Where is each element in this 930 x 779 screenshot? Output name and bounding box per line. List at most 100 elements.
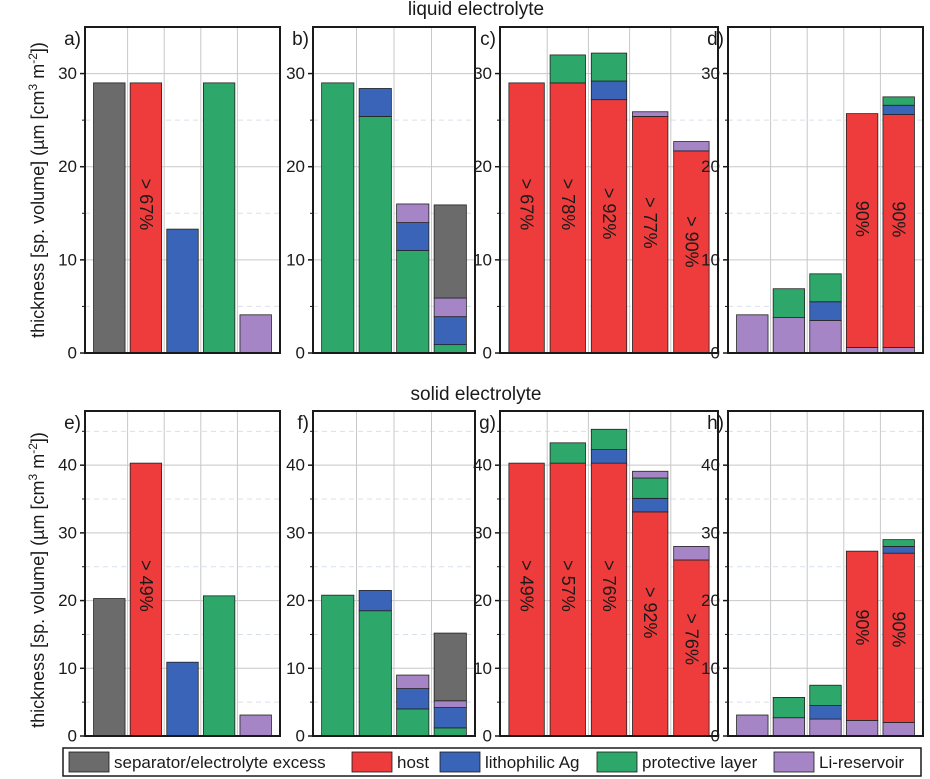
bar: > 77% [632,111,669,354]
bar-segment-host [508,82,545,354]
bar-segment-protective [632,477,669,499]
bar [321,594,355,737]
bar-segment-reservoir [239,314,272,354]
bar-segment-lithophilic [590,80,628,101]
y-tick-label: 20 [701,591,720,610]
y-tick-label: 10 [473,250,492,269]
bar-segment-reservoir [632,470,669,479]
bar [809,684,842,737]
bar-share-label: > 76% [599,560,619,612]
bar [239,314,272,354]
y-tick-label: 30 [701,523,720,542]
bar-segment-separator [433,632,467,702]
bar [239,714,272,737]
bar [736,314,769,354]
bar-segment-protective [202,82,236,354]
y-tick-label: 20 [58,157,77,176]
bar-segment-reservoir [809,319,842,354]
panel-letter: b) [292,29,309,50]
y-tick-label: 0 [483,727,492,746]
bar-segment-reservoir [396,203,430,224]
bar: 90% [845,550,879,737]
bar-segment-reservoir [772,717,806,737]
bar [358,88,392,354]
bar-share-label: > 77% [640,197,660,249]
bar-share-label: 90% [889,611,909,647]
panel-a: > 67% 0 10 20 30 a) [58,26,281,363]
panel-g: > 49% > 57% > 76% > 92% > 76% 0 10 20 30 40 g) [473,410,719,746]
bar-segment-host [673,559,710,737]
bar-share-label: > 92% [599,188,619,240]
bar-segment-lithophilic [433,316,467,346]
plot-frame [84,410,281,737]
bar-segment-reservoir [433,297,467,318]
bar-segment-protective [882,539,915,547]
bar-segment-reservoir [673,546,710,561]
bar: > 57% [549,442,586,737]
bar-segment-protective [772,288,806,319]
y-tick-label: 20 [58,591,77,610]
bar [93,82,126,354]
y-tick-label: 30 [286,64,305,83]
bar-segment-lithophilic [358,88,392,117]
bar-segment-protective [549,54,586,84]
panel-letter: d) [707,29,724,50]
plot-frame [84,26,281,354]
panel-letter: f) [297,413,309,434]
y-tick-label: 30 [58,64,77,83]
bar-segment-lithophilic [358,590,392,612]
bar-segment-reservoir [772,317,806,354]
panel-h: 90% 90% 0 10 20 30 40 h) [701,410,924,746]
bar: 90% [845,113,879,354]
bar-segment-reservoir [673,141,710,152]
bar-segment-host [129,462,163,737]
panel-d: 90% 90% 0 10 20 30 d) [701,26,924,363]
bar: > 76% [673,546,710,737]
bar [202,595,236,737]
bar-segment-reservoir [882,722,915,737]
bar-segment-protective [809,684,842,706]
y-tick-label: 30 [286,523,305,542]
bar: > 92% [590,52,628,354]
bar-share-label: > 49% [136,560,156,612]
y-tick-label: 10 [473,659,492,678]
y-tick-label: 20 [473,591,492,610]
bar-segment-protective [396,250,430,354]
y-tick-label: 20 [286,157,305,176]
bar [166,661,199,737]
bar [202,82,236,354]
bar-segment-lithophilic [882,546,915,554]
panel-letter: c) [480,29,496,50]
bar [166,228,199,354]
bar-segment-host [129,82,163,354]
bar-share-label: > 78% [558,179,578,231]
bar [321,82,355,354]
y-tick-label: 30 [58,523,77,542]
bar-segment-protective [809,273,842,303]
y-tick-label: 0 [296,344,305,363]
bar-segment-protective [590,428,628,450]
bar: 90% [882,96,915,354]
y-tick-label: 10 [701,659,720,678]
bar-segment-lithophilic [809,301,842,321]
y-tick-label: 10 [58,250,77,269]
bar-share-label: > 76% [681,613,701,665]
bar [772,697,806,737]
bar: > 49% [129,462,163,737]
bar [433,204,467,354]
bar-share-label: > 92% [640,587,660,639]
bar [736,714,769,737]
bar [809,273,842,354]
y-tick-label: 20 [473,157,492,176]
legend-swatch-separator [68,751,110,773]
legend: separator/electrolyte excess host lithop… [62,747,922,777]
bar-segment-protective [358,610,392,737]
bar-segment-protective [549,442,586,464]
panel-letter: h) [707,413,724,434]
bar-segment-protective [772,697,806,719]
legend-label-reservoir: Li-reservoir [819,753,904,772]
bar-segment-host [882,114,915,348]
bar-share-label: > 57% [558,560,578,612]
bar-segment-lithophilic [396,688,430,710]
